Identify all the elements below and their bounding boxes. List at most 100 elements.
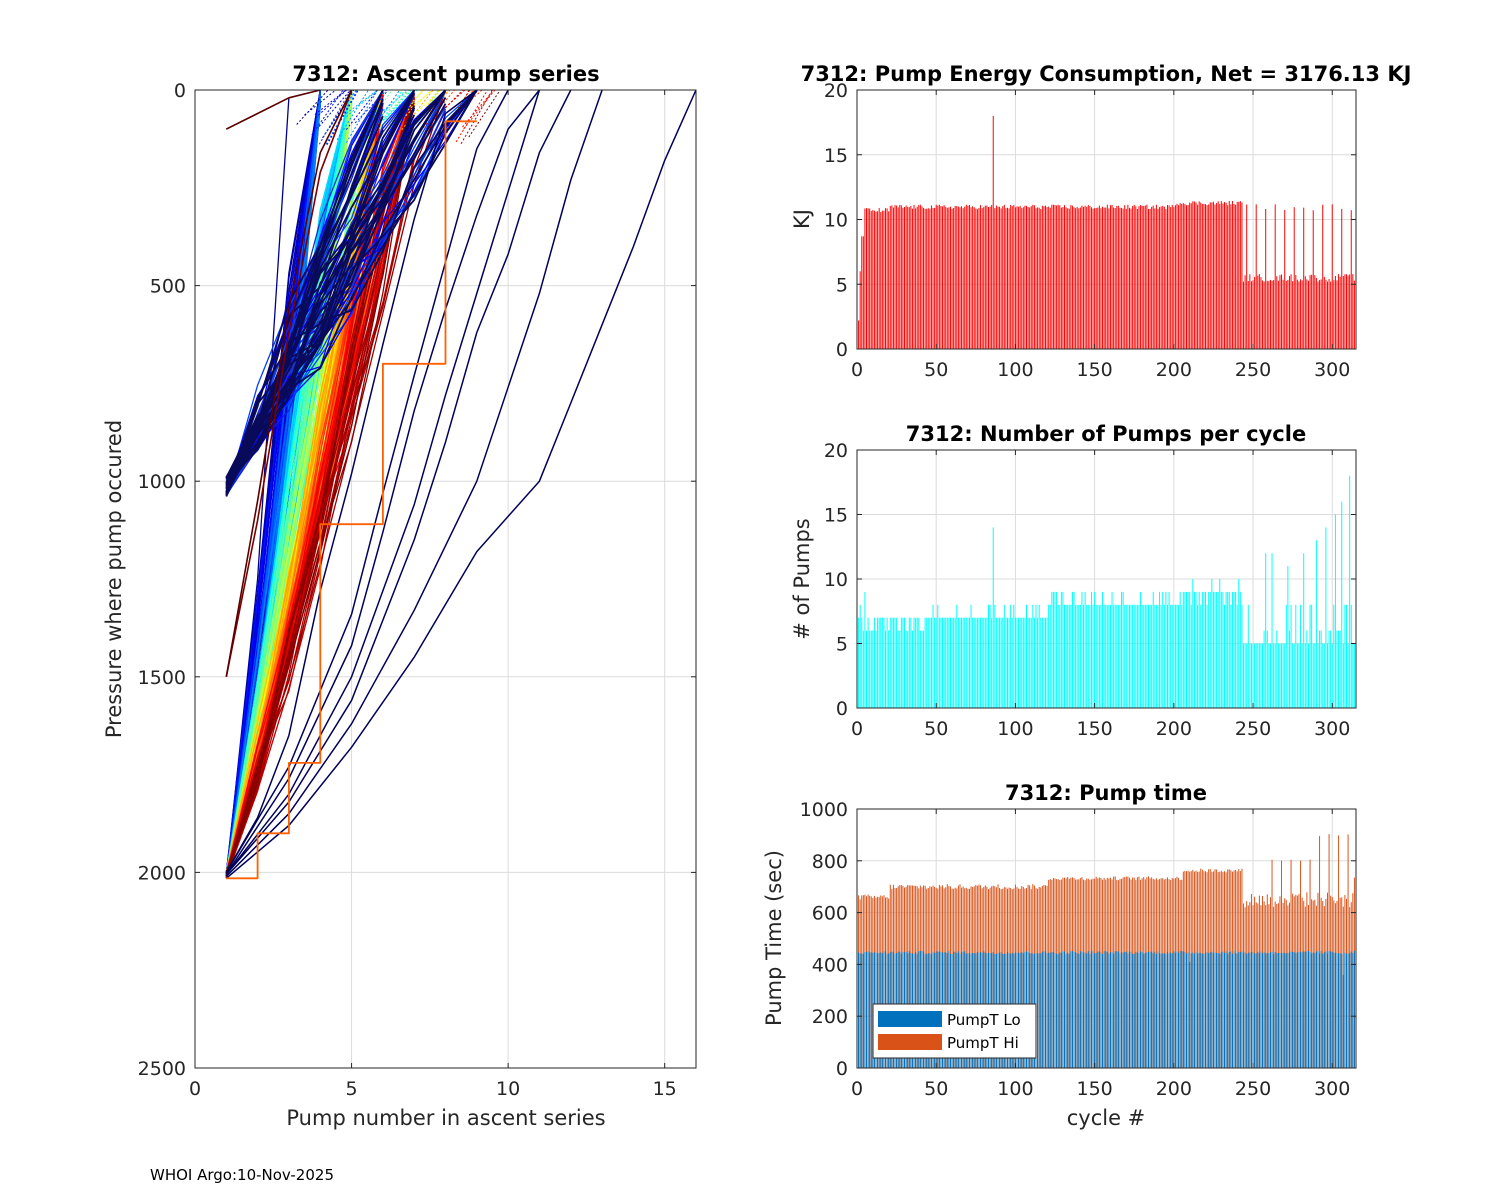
pumps-xtick-label: 250: [1235, 718, 1271, 740]
pumps-bar: [1346, 604, 1347, 708]
energy-bar: [1235, 204, 1237, 349]
energy-bar: [1114, 208, 1116, 349]
energy-bar: [861, 236, 863, 349]
pumps-bar: [1288, 630, 1290, 708]
pumptime-bar-lo: [1141, 952, 1143, 1068]
energy-bar: [1277, 280, 1279, 349]
ascent-surface-dotted: [460, 89, 524, 144]
pumptime-bar-lo: [1119, 953, 1121, 1068]
pumps-bar: [1086, 604, 1088, 708]
energy-bar: [1205, 204, 1206, 349]
energy-bar: [916, 206, 918, 349]
energy-bar: [934, 207, 936, 349]
pumps-bar: [1214, 591, 1216, 708]
energy-bar: [881, 210, 883, 349]
pumptime-bar-lo: [1350, 951, 1352, 1068]
pumps-bar: [943, 617, 945, 708]
energy-bar: [956, 205, 958, 349]
pumptime-bar-hi: [1338, 835, 1340, 1068]
pumps-bar: [1067, 604, 1069, 708]
pumptime-bar-lo: [1121, 952, 1123, 1068]
energy-bar: [1296, 279, 1298, 349]
energy-bar: [1182, 203, 1184, 349]
energy-bar: [967, 205, 969, 349]
energy-bar: [1336, 280, 1338, 349]
pumps-bar: [867, 617, 869, 708]
pumps-bar: [1319, 630, 1321, 708]
pumptime-bar-lo: [1225, 951, 1227, 1068]
pumptime-bar-lo: [1309, 952, 1311, 1068]
pumptime-bar-lo: [1214, 952, 1216, 1068]
pumptime-bar-lo: [1247, 952, 1249, 1068]
pumps-bar: [997, 617, 999, 708]
pumps-bar: [888, 630, 890, 708]
pumps-bar: [1309, 604, 1311, 708]
energy-bar: [992, 115, 994, 350]
pumptime-xtick-label: 0: [851, 1078, 863, 1100]
energy-bar: [1216, 203, 1218, 349]
energy-bar: [1045, 205, 1046, 349]
pumps-bar: [1216, 591, 1218, 708]
pumps-bar: [862, 630, 864, 708]
pumptime-xtick-label: 200: [1156, 1078, 1192, 1100]
pumptime-bar-lo: [859, 953, 861, 1068]
pumps-bar: [1065, 604, 1067, 708]
energy-bar: [1157, 208, 1159, 349]
pumptime-bar-lo: [1236, 953, 1238, 1068]
pumps-bar: [877, 617, 879, 708]
pumptime-bar-lo: [1322, 953, 1324, 1068]
energy-bar: [924, 208, 926, 349]
energy-bar: [1258, 274, 1260, 349]
pumps-bar: [1254, 643, 1256, 708]
energy-xtick-label: 150: [1076, 359, 1112, 381]
energy-ytick-label: 0: [836, 339, 848, 361]
pumptime-bar-lo: [1219, 953, 1221, 1068]
pumptime-bar-lo: [1250, 951, 1252, 1068]
pumps-bar: [883, 617, 885, 708]
pumps-bar: [1141, 604, 1143, 708]
energy-bar: [1352, 274, 1354, 349]
energy-bar: [1262, 280, 1264, 349]
pumptime-bar-lo: [1168, 953, 1170, 1068]
energy-bar: [921, 206, 923, 349]
energy-bar: [932, 207, 934, 349]
energy-bar: [1285, 280, 1287, 349]
ascent-surface-dotted: [463, 89, 527, 130]
energy-bar: [1228, 201, 1230, 349]
energy-bar: [919, 204, 921, 349]
pumps-bar: [1252, 643, 1254, 708]
energy-bar: [897, 207, 899, 349]
energy-bar: [1163, 206, 1165, 349]
pumps-bar: [1162, 591, 1164, 708]
energy-bar: [1141, 205, 1143, 349]
pumps-bar: [1285, 604, 1287, 708]
energy-bar: [1022, 207, 1024, 349]
pumptime-bar-lo: [1217, 953, 1219, 1068]
pumptime-bar-lo: [1170, 952, 1172, 1068]
pumps-bar: [1195, 591, 1197, 708]
energy-bar: [1071, 205, 1073, 349]
energy-bar: [1147, 208, 1149, 349]
energy-bar: [1233, 204, 1235, 349]
energy-bar: [1231, 201, 1233, 349]
pumps-bar: [894, 617, 896, 708]
pumptime-bar-lo: [864, 952, 866, 1068]
energy-bar: [1171, 204, 1173, 349]
energy-bar: [1086, 206, 1088, 349]
energy-bar: [943, 205, 945, 349]
energy-bar: [1333, 280, 1335, 349]
energy-bar: [1100, 208, 1102, 349]
energy-bar: [1165, 209, 1167, 349]
pumptime-bar-lo: [1174, 952, 1176, 1068]
pumps-bar: [1154, 604, 1156, 708]
energy-bar: [1211, 202, 1213, 349]
pumptime-bar-lo: [1122, 952, 1124, 1068]
pumps-bar: [1217, 591, 1219, 708]
energy-bar: [1059, 205, 1061, 349]
energy-bar: [1010, 204, 1012, 349]
pumps-bar: [1198, 591, 1200, 708]
pumptime-bar-lo: [1303, 951, 1305, 1068]
pumptime-bar-lo: [1228, 952, 1230, 1068]
energy-bar: [1312, 210, 1314, 349]
pumptime-ylabel: Pump Time (sec): [762, 850, 786, 1026]
